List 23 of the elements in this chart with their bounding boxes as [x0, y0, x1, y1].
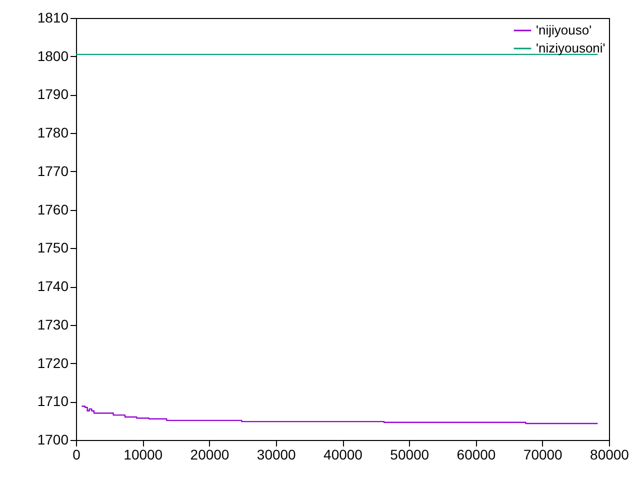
y-tick-label: 1740 — [37, 278, 69, 294]
x-tick-label: 60000 — [456, 446, 496, 462]
y-tick-label: 1720 — [37, 354, 69, 371]
x-tick-label: 30000 — [256, 446, 296, 462]
x-tick-label: 20000 — [190, 446, 230, 462]
y-tick-label: 1790 — [37, 86, 69, 102]
y-tick-label: 1800 — [37, 48, 69, 64]
y-tick-label: 1700 — [37, 432, 69, 448]
x-tick-label: 40000 — [324, 446, 363, 462]
y-tick-label: 1780 — [37, 124, 69, 141]
x-tick-label: 50000 — [390, 446, 430, 462]
legend-label: 'niziyousoni' — [536, 40, 606, 56]
y-tick-label: 1770 — [37, 162, 69, 179]
y-tick-label: 1750 — [37, 240, 69, 256]
x-tick-label: 70000 — [523, 446, 563, 462]
y-tick-label: 1760 — [37, 201, 69, 218]
x-tick-label: 0 — [72, 446, 81, 462]
y-tick-label: 1730 — [37, 316, 69, 332]
legend-label: 'nijiyouso' — [536, 22, 592, 38]
x-tick-label: 80000 — [590, 446, 630, 462]
y-tick-label: 1710 — [37, 393, 69, 410]
x-tick-label: 10000 — [124, 446, 163, 462]
y-tick-label: 1810 — [37, 10, 69, 26]
